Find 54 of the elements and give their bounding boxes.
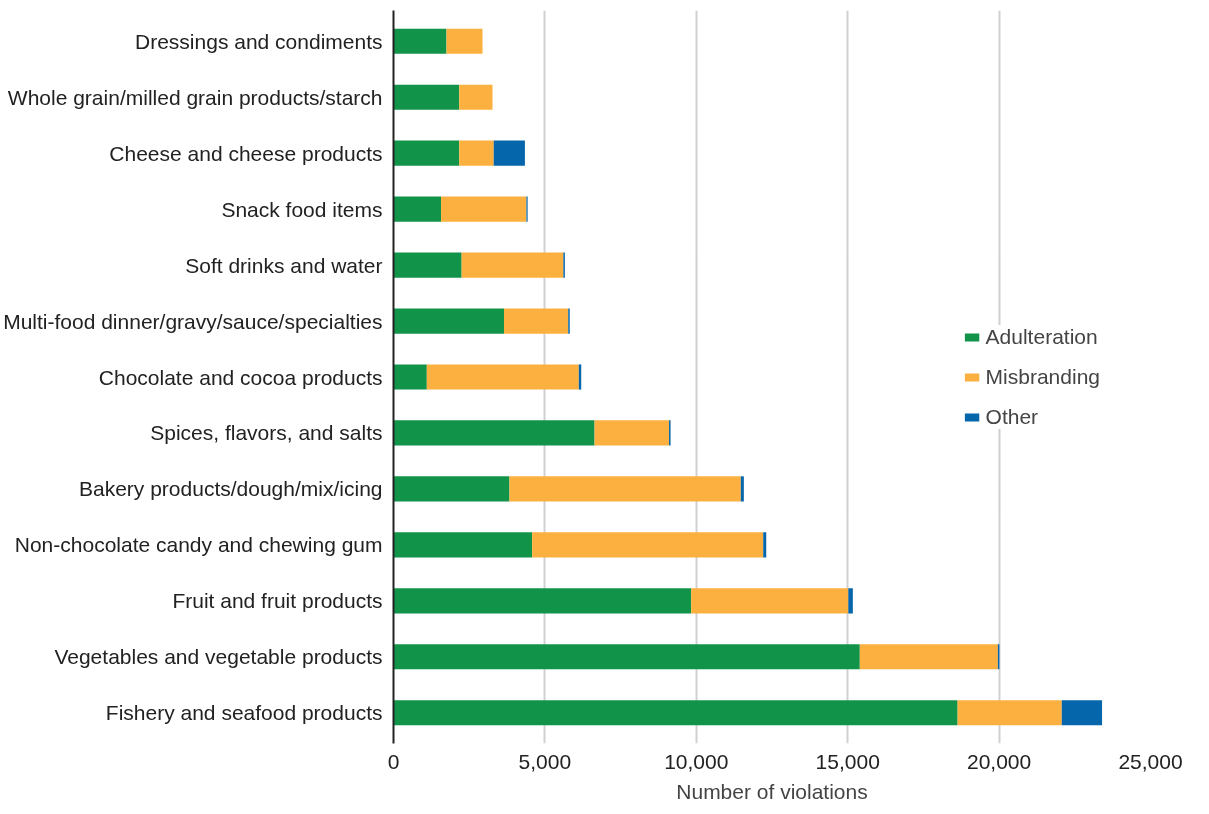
bar [393,644,860,670]
bar [393,700,958,726]
bar [393,364,427,390]
bar [1061,700,1103,726]
y-tick-label: Dressings and condiments [135,29,383,53]
bar [393,196,442,222]
bar [848,588,853,614]
bar [461,252,564,278]
bar [393,308,505,334]
bar [393,476,510,502]
bar [393,588,692,614]
bar [859,644,998,670]
x-tick-label: 10,000 [664,749,729,773]
x-tick-label: 25,000 [1118,749,1183,773]
y-tick-label: Soft drinks and water [185,253,383,277]
bar [393,84,460,110]
bar [446,28,483,54]
bar [459,84,493,110]
legend-label: Other [985,404,1039,429]
bar [509,476,741,502]
bar [393,140,460,166]
bar [441,196,527,222]
y-tick-label: Fishery and seafood products [105,701,383,725]
x-axis-title: Number of violations [676,779,868,803]
y-tick-label: Non-chocolate candy and chewing gum [14,533,383,557]
y-tick-label: Multi-food dinner/gravy/sauce/specialties [3,309,383,333]
y-tick-label: Whole grain/milled grain products/starch [7,85,383,109]
bar [763,532,767,558]
legend-label: Misbranding [985,364,1100,389]
y-tick-label: Vegetables and vegetable products [54,645,383,669]
bar [532,532,764,558]
bar [393,252,462,278]
x-tick-label: 15,000 [815,749,880,773]
bar [459,140,494,166]
y-tick-label: Chocolate and cocoa products [98,365,383,389]
x-tick-label: 20,000 [966,749,1032,773]
y-tick-label: Fruit and fruit products [172,589,383,613]
x-tick-label: 5,000 [518,749,572,773]
bar [426,364,579,390]
bar [493,140,525,166]
bar [393,28,447,54]
bar [504,308,569,334]
y-tick-label: Bakery products/dough/mix/icing [79,477,383,501]
bar [691,588,849,614]
bar [957,700,1062,726]
bar [594,420,670,446]
bar [393,420,595,446]
legend-label: Adulteration [985,324,1098,349]
x-tick-label: 0 [387,749,400,773]
bar [393,532,533,558]
bar [740,476,744,502]
y-tick-label: Spices, flavors, and salts [150,421,383,445]
y-tick-label: Snack food items [221,197,383,221]
y-tick-label: Cheese and cheese products [109,141,383,165]
